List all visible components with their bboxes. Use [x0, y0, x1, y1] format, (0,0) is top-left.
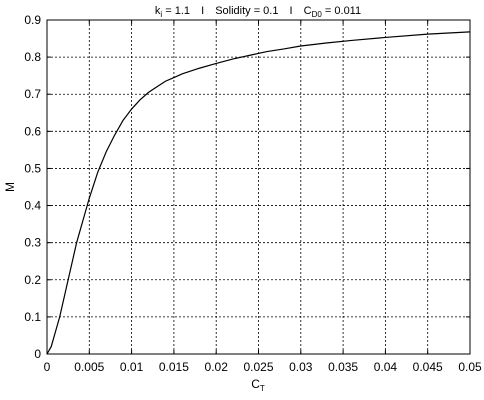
x-tick-label: 0.015	[159, 360, 189, 374]
x-tick-label: 0.025	[243, 360, 273, 374]
x-axis-ticks: 0 0.005 0.01 0.015 0.02 0.025 0.03 0.035 0.04 0.0…	[44, 20, 482, 374]
x-tick-label: 0.05	[458, 360, 482, 374]
y-tick-label: 0	[34, 347, 41, 361]
y-tick-label: 0.8	[24, 50, 41, 64]
y-tick-label: 0.6	[24, 124, 41, 138]
x-tick-label: 0.04	[374, 360, 398, 374]
chart-title: ki = 1.1 I Solidity = 0.1 I CD0 = 0.011	[155, 5, 361, 19]
plot-area-frame	[46, 19, 471, 355]
x-tick-label: 0.03	[289, 360, 313, 374]
x-tick-label: 0.02	[205, 360, 229, 374]
series-line	[46, 31, 471, 355]
x-tick-label: 0.005	[74, 360, 104, 374]
x-tick-label: 0.01	[120, 360, 144, 374]
y-axis-ticks: 0 0.1 0.2 0.3 0.4 0.5 0.6 0.7 0.8 0.9	[24, 13, 470, 361]
y-tick-label: 0.1	[24, 310, 41, 324]
x-tick-label: 0.045	[413, 360, 443, 374]
x-axis-label: CT	[251, 377, 265, 393]
grid-lines	[47, 20, 470, 354]
y-tick-label: 0.4	[24, 199, 41, 213]
y-tick-label: 0.2	[24, 273, 41, 287]
y-tick-label: 0.3	[24, 236, 41, 250]
y-tick-label: 0.7	[24, 87, 41, 101]
y-tick-label: 0.9	[24, 13, 41, 27]
y-axis-label: M	[3, 182, 17, 192]
x-tick-label: 0	[44, 360, 51, 374]
x-tick-label: 0.035	[328, 360, 358, 374]
y-tick-label: 0.5	[24, 161, 41, 175]
